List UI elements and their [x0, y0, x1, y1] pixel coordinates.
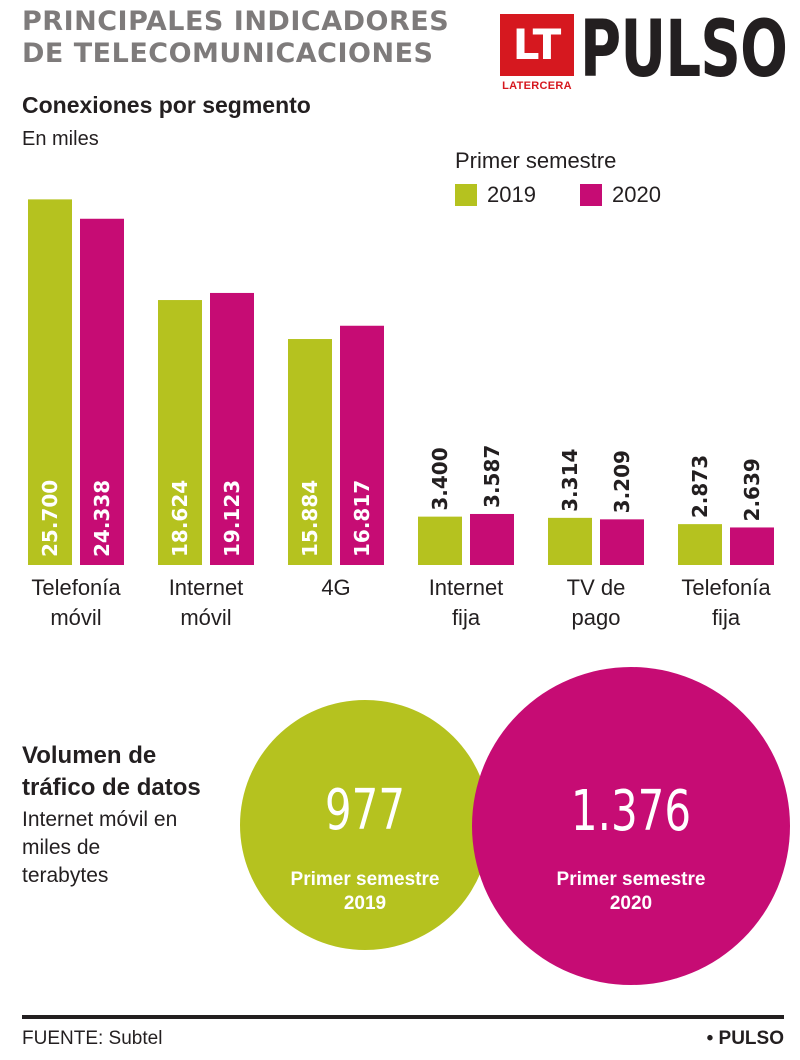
chart-subtitle: En miles [22, 128, 99, 150]
legend-label-2020: 2020 [612, 182, 661, 207]
category-label-0-1: móvil [50, 605, 101, 630]
value-label-2020-4: 3.209 [610, 450, 634, 513]
legend-title: Primer semestre [455, 148, 617, 173]
bubble-2019-value: 977 [324, 778, 406, 843]
value-label-2020-3: 3.587 [480, 445, 504, 508]
source-note: FUENTE: Subtel [22, 1028, 163, 1049]
brand-logo: LT LATERCERA PULSO [500, 5, 790, 96]
bar-2020-5 [730, 527, 774, 565]
bar-2020-3 [470, 513, 514, 565]
page-title: PRINCIPALES INDICADORES DE TELECOMUNICAC… [22, 6, 450, 69]
bar-2019-2 [288, 339, 332, 565]
bubble-2019-year: 2019 [343, 893, 387, 914]
bubble-2019-caption: Primer semestre [290, 869, 440, 890]
value-label-2020-2: 16.817 [350, 480, 374, 557]
traffic-section: Volumen de tráfico de datos Internet móv… [22, 740, 232, 890]
traffic-title: Volumen de tráfico de datos [22, 742, 201, 801]
bar-2019-1 [158, 300, 202, 565]
value-label-2019-4: 3.314 [558, 449, 582, 512]
category-label-3-0: Internet [429, 575, 504, 600]
category-label-1-0: Internet [169, 575, 244, 600]
chart-title: Conexiones por segmento [22, 92, 311, 118]
bar-2020-2 [340, 325, 384, 565]
bubble-2020-caption: Primer semestre [556, 869, 706, 890]
bar-2019-0 [28, 199, 72, 565]
value-label-2019-2: 15.884 [298, 480, 322, 557]
value-label-2020-5: 2.639 [740, 458, 764, 521]
bar-chart: 25.700 24.338 Telefonía móvil 18.624 19.123 In… [28, 199, 774, 630]
category-label-0-0: Telefonía [31, 575, 121, 600]
category-label-5-0: Telefonía [681, 575, 771, 600]
category-label-4-1: pago [572, 605, 621, 630]
footer-divider [22, 1015, 784, 1019]
bubble-2020-value: 1.376 [570, 779, 692, 844]
bubble-2020-year: 2020 [609, 893, 653, 914]
value-label-2019-1: 18.624 [168, 480, 192, 557]
lt-logo-badge: LT [500, 14, 574, 76]
category-label-4-0: TV de [567, 575, 626, 600]
pulso-logo-text: PULSO [580, 5, 788, 95]
category-label-5-1: fija [712, 605, 741, 630]
legend-swatch-2020 [580, 184, 602, 206]
category-label-2-0: 4G [321, 575, 350, 600]
bubble-2019: 977 Primer semestre 2019 [240, 700, 490, 950]
legend-swatch-2019 [455, 184, 477, 206]
lt-logo-subtext: LATERCERA [502, 80, 572, 92]
bar-2020-0 [80, 218, 124, 565]
value-label-2019-3: 3.400 [428, 447, 452, 510]
footer-brand: • PULSO [706, 1028, 784, 1049]
category-label-1-1: móvil [180, 605, 231, 630]
bar-2019-4 [548, 517, 592, 565]
traffic-subtitle: Internet móvil en miles de terabytes [22, 808, 178, 887]
legend-label-2019: 2019 [487, 182, 536, 207]
bubble-2020: 1.376 Primer semestre 2020 [472, 667, 790, 985]
value-label-2020-1: 19.123 [220, 480, 244, 557]
value-label-2019-5: 2.873 [688, 455, 712, 518]
value-label-2020-0: 24.338 [90, 480, 114, 557]
bar-2020-1 [210, 292, 254, 565]
category-label-3-1: fija [452, 605, 481, 630]
bar-2020-4 [600, 519, 644, 565]
bar-2019-5 [678, 524, 722, 565]
value-label-2019-0: 25.700 [38, 480, 62, 557]
bar-2019-3 [418, 516, 462, 565]
